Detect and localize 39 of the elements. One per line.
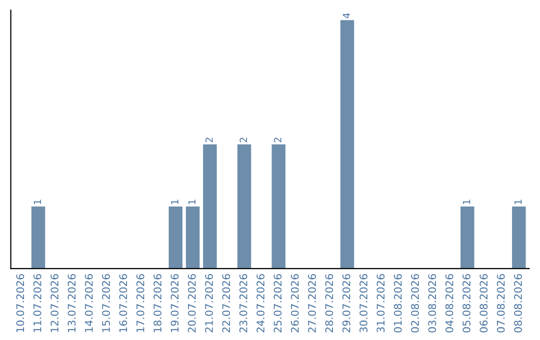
data-label: 1 [463,200,470,204]
data-label: 2 [205,138,213,142]
x-tick-label: 13.07.2026 [68,274,76,332]
x-tick-label: 19.07.2026 [170,274,179,332]
x-tick-label: 17.07.2026 [136,274,144,332]
x-tick-label: 05.08.2026 [462,274,470,332]
x-tick-label: 28.07.2026 [325,274,334,332]
data-label: 4 [342,13,350,18]
x-tick-label: 01.08.2026 [394,274,402,332]
data-label: 1 [34,200,41,204]
data-label: 1 [171,200,178,204]
x-tick-label: 02.08.2026 [411,274,419,332]
x-tick-label: 03.08.2026 [428,274,436,332]
data-label: 2 [240,138,247,142]
x-tick-label: 07.08.2026 [496,274,505,332]
x-tick-label: 12.07.2026 [50,274,58,332]
data-label: 2 [274,138,282,142]
x-tick-label: 22.07.2026 [222,274,230,332]
x-tick-label: 14.07.2026 [84,274,93,332]
x-tick-label: 24.07.2026 [256,274,264,332]
x-tick-label: 23.07.2026 [239,274,248,332]
x-tick-label: 18.07.2026 [154,274,162,332]
x-tick-label: 21.07.2026 [205,274,213,332]
x-tick-label: 30.07.2026 [360,274,368,332]
x-tick-label: 08.08.2026 [514,274,522,332]
x-tick-label: 16.07.2026 [119,274,128,332]
x-tick-label: 04.08.2026 [445,274,454,332]
x-tick-label: 29.07.2026 [342,274,350,332]
data-label: 1 [188,200,196,204]
data-label: 1 [514,200,522,204]
x-tick-label: 27.07.2026 [308,274,316,332]
x-tick-label: 25.07.2026 [274,274,282,332]
x-tick-label: 31.07.2026 [376,274,385,332]
x-tick-label: 15.07.2026 [102,274,110,332]
x-tick-label: 11.07.2026 [33,274,42,332]
x-tick-label: 10.07.2026 [16,274,24,332]
x-tick-label: 26.07.2026 [290,274,299,332]
x-tick-label: 20.07.2026 [188,274,196,332]
x-tick-label: 06.08.2026 [480,274,488,332]
